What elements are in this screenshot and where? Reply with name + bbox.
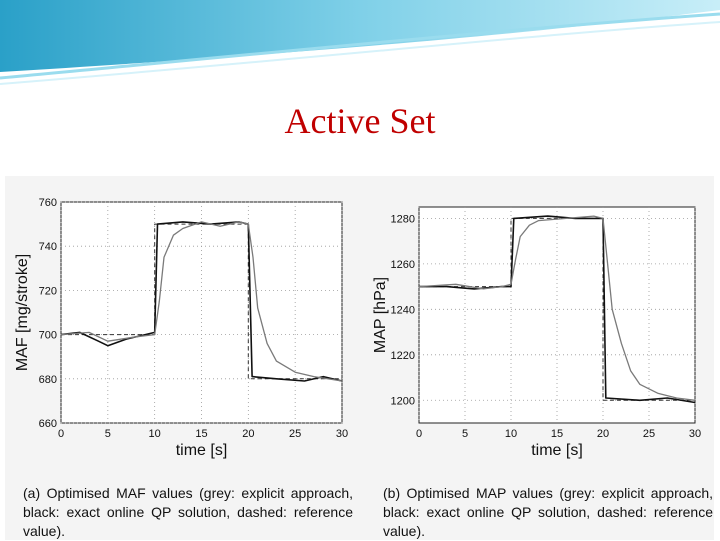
chart-a-x-tick-label: 15 xyxy=(195,428,207,440)
slide-title: Active Set xyxy=(284,101,436,141)
chart-a-y-tick-label: 720 xyxy=(39,285,57,297)
chart-a-x-tick-label: 25 xyxy=(289,428,301,440)
chart-b-x-tick-label: 25 xyxy=(643,428,655,440)
chart-a-series-grey xyxy=(60,221,343,382)
chart-a-y-tick-label: 660 xyxy=(39,418,57,430)
chart-b-x-tick-label: 0 xyxy=(416,428,422,440)
chart-b-x-tick-label: 10 xyxy=(505,428,517,440)
chart-b-series-grey xyxy=(418,215,696,401)
caption-a: (a) Optimised MAF values (grey: explicit… xyxy=(23,485,353,539)
chart-a-y-tick-label: 680 xyxy=(39,374,57,386)
chart-a-plot-area xyxy=(60,201,343,424)
chart-b-x-axis-label: time [s] xyxy=(531,442,583,459)
figure-panel: 0 5 10 15 20 25 30 660 680 700 720 740 760 time [s] MA… xyxy=(5,176,714,540)
charts: 0 5 10 15 20 25 30 660 680 700 720 740 760 time [s] MA… xyxy=(14,197,701,459)
chart-b-y-tick-label: 1260 xyxy=(391,259,415,271)
chart-b-series-black xyxy=(419,215,696,404)
chart-a-x-tick-label: 30 xyxy=(336,428,348,440)
chart-b-y-tick-label: 1280 xyxy=(391,213,415,225)
chart-b-y-tick-label: 1200 xyxy=(391,395,415,407)
chart-b-y-axis-label: MAP [hPa] xyxy=(372,277,389,353)
chart-b-x-tick-label: 20 xyxy=(597,428,609,440)
chart-a-y-axis-label: MAF [mg/stroke] xyxy=(14,254,31,371)
chart-b-x-tick-label: 5 xyxy=(462,428,468,440)
chart-a-x-tick-label: 10 xyxy=(149,428,161,440)
chart-a-y-tick-label: 700 xyxy=(39,330,57,342)
caption-b: (b) Optimised MAP values (grey: explicit… xyxy=(383,485,713,539)
chart-b-y-tick-label: 1240 xyxy=(391,304,415,316)
chart-a-x-tick-label: 20 xyxy=(242,428,254,440)
chart-b-y-tick-label: 1220 xyxy=(391,350,415,362)
decorative-banner xyxy=(0,0,720,85)
chart-b-x-tick-label: 15 xyxy=(551,428,563,440)
chart-b-series-dashed xyxy=(419,217,695,401)
chart-b-x-tick-label: 30 xyxy=(689,428,701,440)
chart-a-series-black xyxy=(60,221,343,382)
chart-a-x-axis-label: time [s] xyxy=(176,442,228,459)
chart-a-x-tick-label: 5 xyxy=(105,428,111,440)
chart-a-y-tick-label: 760 xyxy=(39,197,57,209)
chart-a-series-dashed xyxy=(61,223,342,380)
chart-a-x-tick-label: 0 xyxy=(58,428,64,440)
chart-a-y-tick-label: 740 xyxy=(39,241,57,253)
